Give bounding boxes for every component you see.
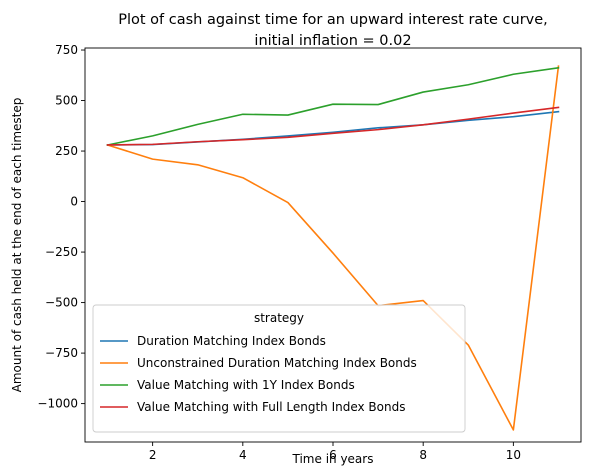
y-tick-label: 0 xyxy=(70,195,78,209)
legend-title: strategy xyxy=(254,311,304,325)
x-tick-label: 8 xyxy=(419,448,427,462)
legend-entry-label: Value Matching with Full Length Index Bo… xyxy=(137,400,405,414)
y-tick-label: −750 xyxy=(45,346,78,360)
y-tick-label: −250 xyxy=(45,245,78,259)
y-tick-label: −1000 xyxy=(37,397,78,411)
legend-entry-label: Duration Matching Index Bonds xyxy=(137,334,326,348)
legend: strategy Duration Matching Index Bonds Un… xyxy=(93,305,465,432)
y-tick-label: 750 xyxy=(55,43,78,57)
x-tick-label: 4 xyxy=(239,448,247,462)
legend-entry-label: Value Matching with 1Y Index Bonds xyxy=(137,378,355,392)
x-tick-label: 10 xyxy=(506,448,521,462)
y-tick-label: 500 xyxy=(55,94,78,108)
y-axis-label: Amount of cash held at the end of each t… xyxy=(10,98,24,393)
series-line xyxy=(108,107,559,145)
x-tick-label: 2 xyxy=(149,448,157,462)
chart-title-line-2: initial inflation = 0.02 xyxy=(254,33,411,49)
chart-title-line-1: Plot of cash against time for an upward … xyxy=(118,12,548,28)
y-tick-label: −500 xyxy=(45,296,78,310)
y-tick-label: 250 xyxy=(55,144,78,158)
x-axis-label: Time in years xyxy=(292,452,374,466)
legend-entry-label: Unconstrained Duration Matching Index Bo… xyxy=(137,356,417,370)
